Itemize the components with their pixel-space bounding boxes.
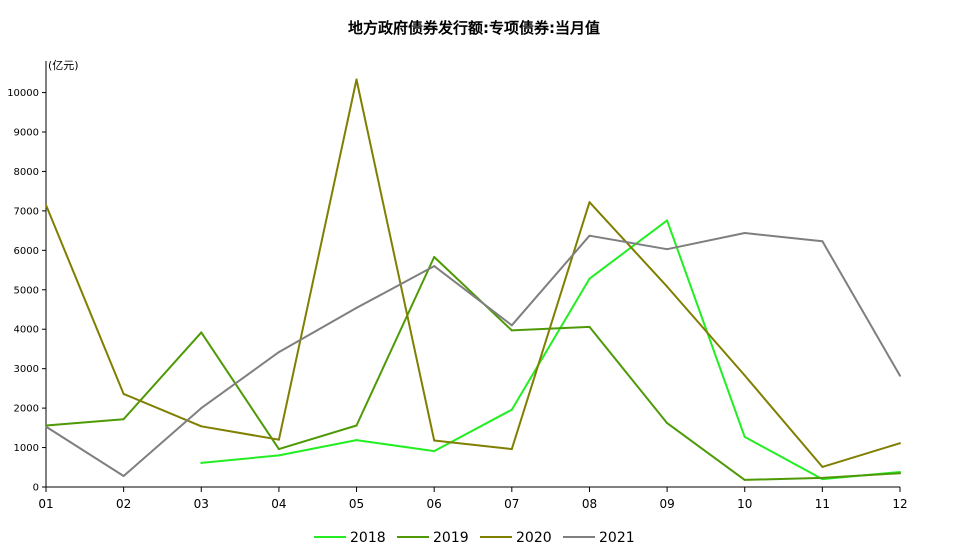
data-point-2021: [277, 351, 280, 354]
y-tick-label: 2000: [14, 404, 39, 415]
series-line-2018: [201, 219, 901, 481]
data-point-2021: [122, 474, 125, 477]
data-point-2020: [355, 78, 358, 81]
x-tick-label: 06: [427, 497, 442, 511]
data-point-2020: [45, 203, 47, 206]
data-point-2019: [122, 418, 125, 421]
data-point-2019: [277, 448, 280, 451]
series-line-2019: [45, 256, 901, 481]
legend: 2018 2019 2020 2021: [314, 530, 635, 546]
y-axis-unit: (亿元): [48, 59, 79, 72]
y-tick-label: 6000: [14, 246, 39, 257]
y-tick-label: 1000: [14, 443, 39, 454]
data-point-2021: [666, 248, 669, 251]
data-point-2021: [355, 306, 358, 309]
data-point-2020: [510, 448, 513, 451]
data-point-2020: [122, 392, 125, 395]
data-point-2021: [200, 407, 203, 410]
x-tick-label: 03: [194, 497, 209, 511]
legend-label-2018: 2018: [350, 530, 386, 546]
y-tick-label: 0: [33, 483, 39, 494]
data-point-2019: [200, 331, 203, 334]
data-point-2021: [45, 425, 47, 428]
x-tick-label: 04: [271, 497, 286, 511]
data-point-2021: [743, 231, 746, 234]
plot-area: [45, 78, 901, 481]
data-point-2018: [433, 450, 436, 453]
legend-label-2021: 2021: [599, 530, 635, 546]
x-tick-label: 09: [659, 497, 674, 511]
data-point-2018: [510, 408, 513, 411]
data-point-2020: [277, 438, 280, 441]
y-tick-label: 4000: [14, 325, 39, 336]
y-tick-label: 8000: [14, 167, 39, 178]
data-point-2018: [666, 219, 669, 222]
legend-label-2020: 2020: [516, 530, 552, 546]
data-point-2020: [588, 201, 591, 204]
data-point-2019: [433, 256, 436, 259]
data-point-2021: [510, 324, 513, 327]
series-line-2020: [45, 78, 901, 468]
data-point-2019: [355, 424, 358, 427]
x-tick-label: 07: [504, 497, 519, 511]
x-tick-label: 08: [582, 497, 597, 511]
data-point-2018: [277, 454, 280, 457]
data-point-2020: [200, 425, 203, 428]
y-tick-label: 5000: [14, 285, 39, 296]
x-tick-label: 12: [892, 497, 907, 511]
data-point-2018: [355, 439, 358, 442]
data-point-2019: [666, 422, 669, 425]
y-tick-label: 9000: [14, 128, 39, 139]
data-point-2018: [743, 435, 746, 438]
data-point-2021: [899, 374, 901, 377]
x-tick-label: 02: [116, 497, 131, 511]
data-point-2020: [666, 285, 669, 288]
y-tick-label: 10000: [7, 88, 39, 99]
data-point-2020: [743, 374, 746, 377]
data-point-2019: [588, 325, 591, 328]
x-tick-label: 10: [737, 497, 752, 511]
data-point-2018: [200, 461, 203, 464]
data-point-2021: [821, 240, 824, 243]
legend-label-2019: 2019: [433, 530, 469, 546]
data-point-2020: [433, 439, 436, 442]
series-line-2021: [45, 232, 901, 477]
data-point-2020: [899, 442, 901, 445]
x-tick-label: 01: [38, 497, 53, 511]
chart-title: 地方政府债券发行额:专项债券:当月值: [348, 19, 600, 37]
data-point-2021: [588, 234, 591, 237]
data-point-2020: [821, 465, 824, 468]
x-tick-label: 05: [349, 497, 364, 511]
data-point-2019: [899, 472, 901, 475]
data-point-2019: [743, 478, 746, 481]
axes: 0100020003000400050006000700080009000100…: [7, 61, 908, 511]
data-point-2019: [821, 476, 824, 479]
data-point-2019: [510, 329, 513, 332]
y-tick-label: 3000: [14, 364, 39, 375]
x-tick-label: 11: [815, 497, 830, 511]
y-tick-label: 7000: [14, 206, 39, 217]
data-point-2018: [588, 277, 591, 280]
data-point-2021: [433, 265, 436, 268]
